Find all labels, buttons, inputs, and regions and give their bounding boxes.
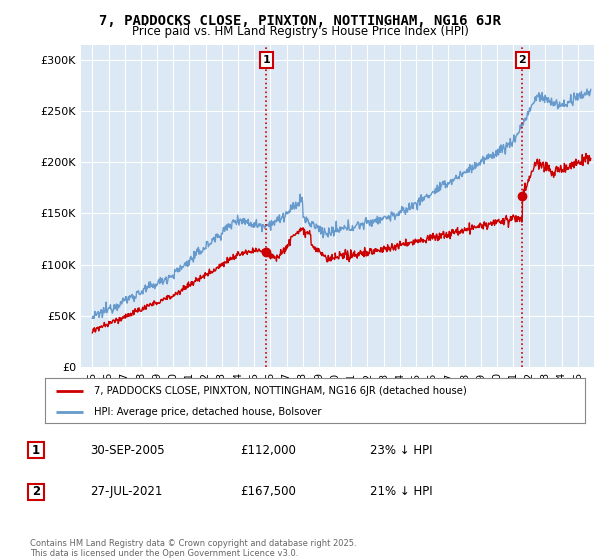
Text: 7, PADDOCKS CLOSE, PINXTON, NOTTINGHAM, NG16 6JR: 7, PADDOCKS CLOSE, PINXTON, NOTTINGHAM, … [99, 14, 501, 28]
Text: 30-SEP-2005: 30-SEP-2005 [90, 444, 164, 457]
Text: 1: 1 [32, 444, 40, 457]
Text: 7, PADDOCKS CLOSE, PINXTON, NOTTINGHAM, NG16 6JR (detached house): 7, PADDOCKS CLOSE, PINXTON, NOTTINGHAM, … [94, 385, 466, 395]
Text: 23% ↓ HPI: 23% ↓ HPI [370, 444, 433, 457]
Bar [28, 484, 44, 500]
Text: 27-JUL-2021: 27-JUL-2021 [90, 485, 163, 498]
Text: £112,000: £112,000 [240, 444, 296, 457]
Text: 21% ↓ HPI: 21% ↓ HPI [370, 485, 433, 498]
Text: £167,500: £167,500 [240, 485, 296, 498]
Text: HPI: Average price, detached house, Bolsover: HPI: Average price, detached house, Bols… [94, 407, 321, 417]
Bar [28, 442, 44, 458]
Text: 2: 2 [518, 55, 526, 65]
Text: Contains HM Land Registry data © Crown copyright and database right 2025.
This d: Contains HM Land Registry data © Crown c… [30, 539, 356, 558]
Text: Price paid vs. HM Land Registry's House Price Index (HPI): Price paid vs. HM Land Registry's House … [131, 25, 469, 38]
Text: 2: 2 [32, 485, 40, 498]
Text: 1: 1 [262, 55, 270, 65]
